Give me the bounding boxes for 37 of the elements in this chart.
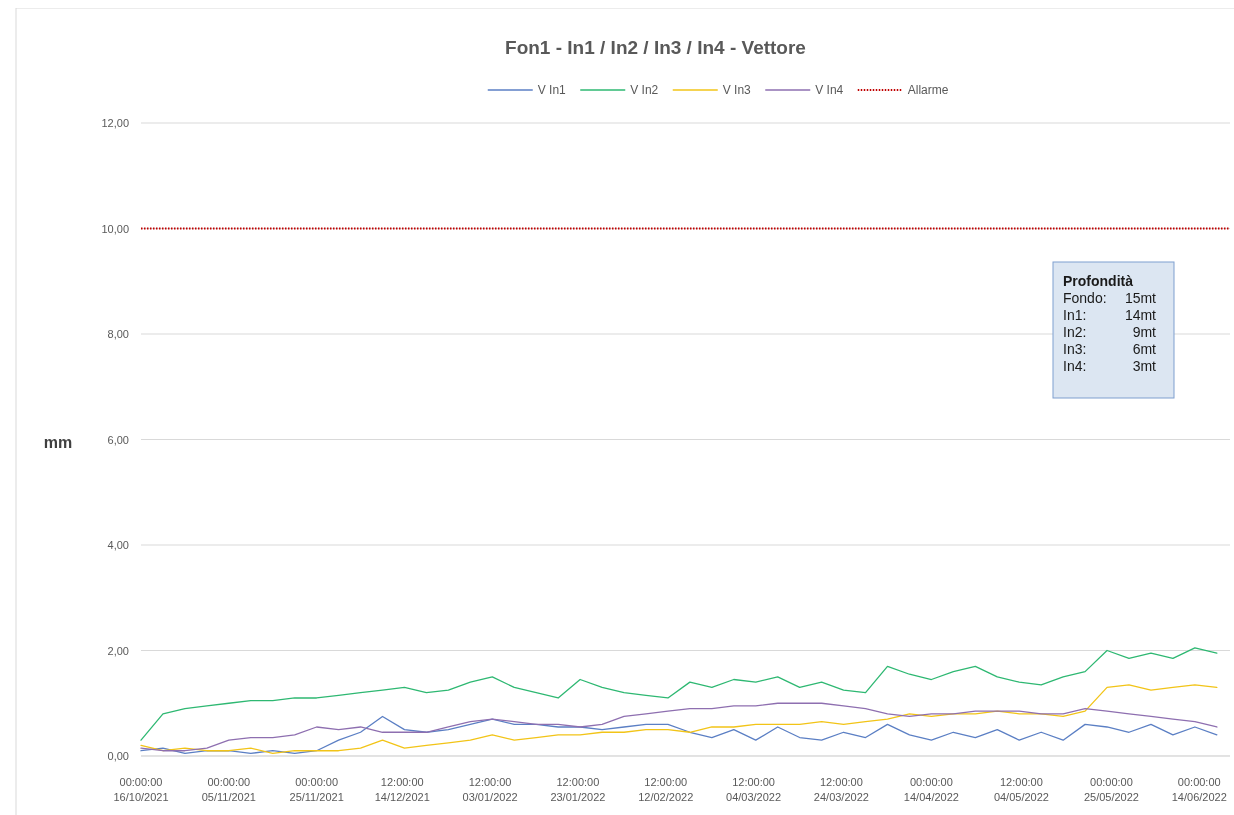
y-tick-label: 10,00 [101,222,129,235]
x-tick-label: 00:00:00 14/06/2022 [1171,776,1227,803]
x-tick-label: 12:00:00 14/12/2021 [374,776,430,803]
y-tick-label: 6,00 [107,433,129,446]
line-series [140,715,1218,755]
text: In3: 6mt [1063,341,1156,357]
y-tick-label: 2,00 [107,644,129,657]
x-tick-label: 12:00:00 04/05/2022 [993,776,1049,803]
y-tick-label: 8,00 [107,328,129,340]
x-tick-label: 00:00:00 14/04/2022 [903,776,959,803]
y-axis-title: mm [43,434,73,451]
x-tick-label: 12:00:00 23/01/2022 [550,776,606,803]
text: In2: 9mt [1063,324,1156,340]
annotation: Profondità [1063,273,1134,289]
x-tick-label: 00:00:00 25/05/2022 [1083,776,1139,803]
text: In1: 14mt [1063,307,1156,323]
y-tick-label: 4,00 [107,539,129,551]
x-tick-label: 12:00:00 12/02/2022 [638,776,694,803]
legend-label: V In2 [630,83,659,97]
legend-label: V In1 [537,83,567,97]
x-tick-label: 00:00:00 16/10/2021 [113,776,169,803]
x-tick-label: 00:00:00 25/11/2021 [289,776,344,803]
chart-title: Fon1 - In1 / In2 / In3 / In4 - Vettore [505,37,806,58]
line-series [140,684,1218,755]
legend-label: Allarme [907,83,949,97]
legend-label: V In3 [722,83,752,97]
x-tick-label: 12:00:00 04/03/2022 [726,776,782,803]
text: In4: 3mt [1063,358,1156,374]
y-tick-label: 12,00 [101,117,129,129]
y-tick-label: 0,00 [107,750,129,762]
line-series [140,702,1218,752]
x-tick-label: 00:00:00 05/11/2021 [201,776,256,803]
x-tick-label: 12:00:00 24/03/2022 [813,776,869,803]
legend-label: V In4 [815,83,844,97]
text: Fondo: 15mt [1063,290,1156,306]
x-tick-label: 12:00:00 03/01/2022 [462,776,518,803]
line-series [140,647,1218,741]
